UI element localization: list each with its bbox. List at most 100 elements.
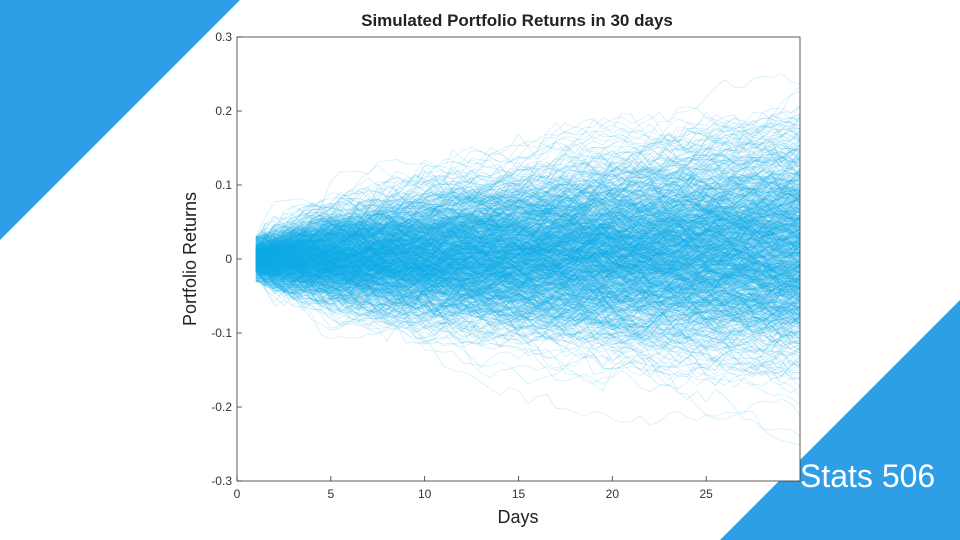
simulated-path — [255, 175, 800, 255]
simulated-path — [255, 114, 800, 272]
simulated-path — [255, 202, 800, 252]
simulated-path — [255, 225, 800, 298]
simulated-path — [255, 268, 800, 323]
simulated-path — [255, 251, 800, 348]
simulated-path — [255, 186, 800, 262]
simulated-path — [255, 257, 800, 313]
simulated-path — [255, 181, 800, 270]
y-tick-label: 0 — [225, 252, 232, 266]
simulated-path — [255, 252, 800, 349]
simulated-path — [255, 228, 800, 310]
simulated-path — [255, 263, 800, 319]
simulated-path — [255, 184, 800, 260]
simulated-path — [255, 236, 800, 326]
simulated-path — [255, 222, 800, 300]
simulated-path — [255, 223, 800, 297]
simulated-path — [255, 169, 800, 287]
simulated-path — [255, 190, 800, 260]
simulated-path — [255, 195, 800, 260]
simulated-path — [255, 179, 800, 257]
simulated-path — [255, 201, 800, 298]
simulated-path — [255, 255, 800, 374]
simulated-path — [255, 262, 800, 313]
simulated-path — [255, 257, 800, 333]
simulated-path — [255, 225, 800, 285]
simulated-path — [255, 179, 800, 277]
simulated-path — [255, 228, 800, 285]
simulated-path — [255, 234, 800, 306]
simulated-path — [255, 256, 800, 380]
simulated-path — [255, 169, 800, 273]
simulated-path — [255, 231, 800, 297]
simulated-path — [255, 205, 800, 285]
simulated-path — [255, 260, 800, 307]
simulated-path — [255, 213, 800, 276]
simulated-path — [255, 212, 800, 272]
simulated-path — [255, 213, 800, 351]
simulated-path — [255, 242, 800, 323]
simulated-path — [255, 207, 800, 279]
simulated-path — [255, 137, 800, 258]
simulated-path — [255, 164, 800, 262]
simulated-path — [255, 212, 800, 262]
simulated-path — [255, 229, 800, 294]
simulated-path — [255, 263, 800, 325]
simulated-path — [255, 254, 800, 351]
simulated-path — [255, 209, 800, 270]
simulated-path — [255, 249, 800, 292]
x-tick-label: 20 — [606, 487, 620, 501]
simulated-path — [255, 204, 800, 280]
simulated-path — [255, 268, 800, 321]
simulated-path — [255, 239, 800, 380]
simulated-path — [255, 205, 800, 287]
x-tick-label: 10 — [418, 487, 432, 501]
simulated-path — [255, 200, 800, 259]
simulated-path — [255, 240, 800, 288]
simulated-path — [255, 179, 800, 295]
simulated-path — [255, 106, 800, 259]
simulated-path — [255, 221, 800, 284]
simulated-path — [255, 250, 800, 361]
simulated-path — [255, 232, 800, 312]
simulated-path — [255, 255, 800, 304]
simulated-path — [255, 218, 800, 270]
simulated-path — [255, 204, 800, 274]
simulated-path — [255, 236, 800, 320]
simulated-path — [255, 217, 800, 283]
simulated-path — [255, 261, 800, 355]
simulated-path — [255, 210, 800, 280]
simulated-path — [255, 261, 800, 446]
simulated-path — [255, 216, 800, 287]
simulated-path — [255, 251, 800, 304]
simulated-path — [255, 247, 800, 351]
simulated-path — [255, 204, 800, 270]
simulated-path — [255, 255, 800, 333]
simulated-path — [255, 165, 800, 265]
simulated-path — [255, 160, 800, 282]
simulated-path — [255, 263, 800, 335]
simulated-path — [255, 195, 800, 277]
simulated-path — [255, 245, 800, 319]
simulated-path — [255, 223, 800, 269]
simulated-path — [255, 234, 800, 304]
simulated-path — [255, 242, 800, 306]
simulated-path — [255, 228, 800, 287]
simulated-path — [255, 236, 800, 296]
simulated-path — [255, 245, 800, 306]
simulated-path — [255, 211, 800, 287]
simulated-path — [255, 181, 800, 270]
simulated-path — [255, 112, 800, 272]
simulated-path — [255, 249, 800, 355]
simulated-path — [255, 115, 800, 268]
simulated-path — [255, 173, 800, 273]
simulated-path — [255, 137, 800, 248]
simulated-path — [255, 266, 800, 344]
simulated-path — [255, 257, 800, 337]
simulated-path — [255, 225, 800, 284]
simulated-path — [255, 239, 800, 297]
simulated-path — [255, 213, 800, 315]
simulated-path — [255, 150, 800, 248]
simulated-path — [255, 201, 800, 275]
simulated-path — [255, 238, 800, 328]
simulated-path — [255, 223, 800, 301]
